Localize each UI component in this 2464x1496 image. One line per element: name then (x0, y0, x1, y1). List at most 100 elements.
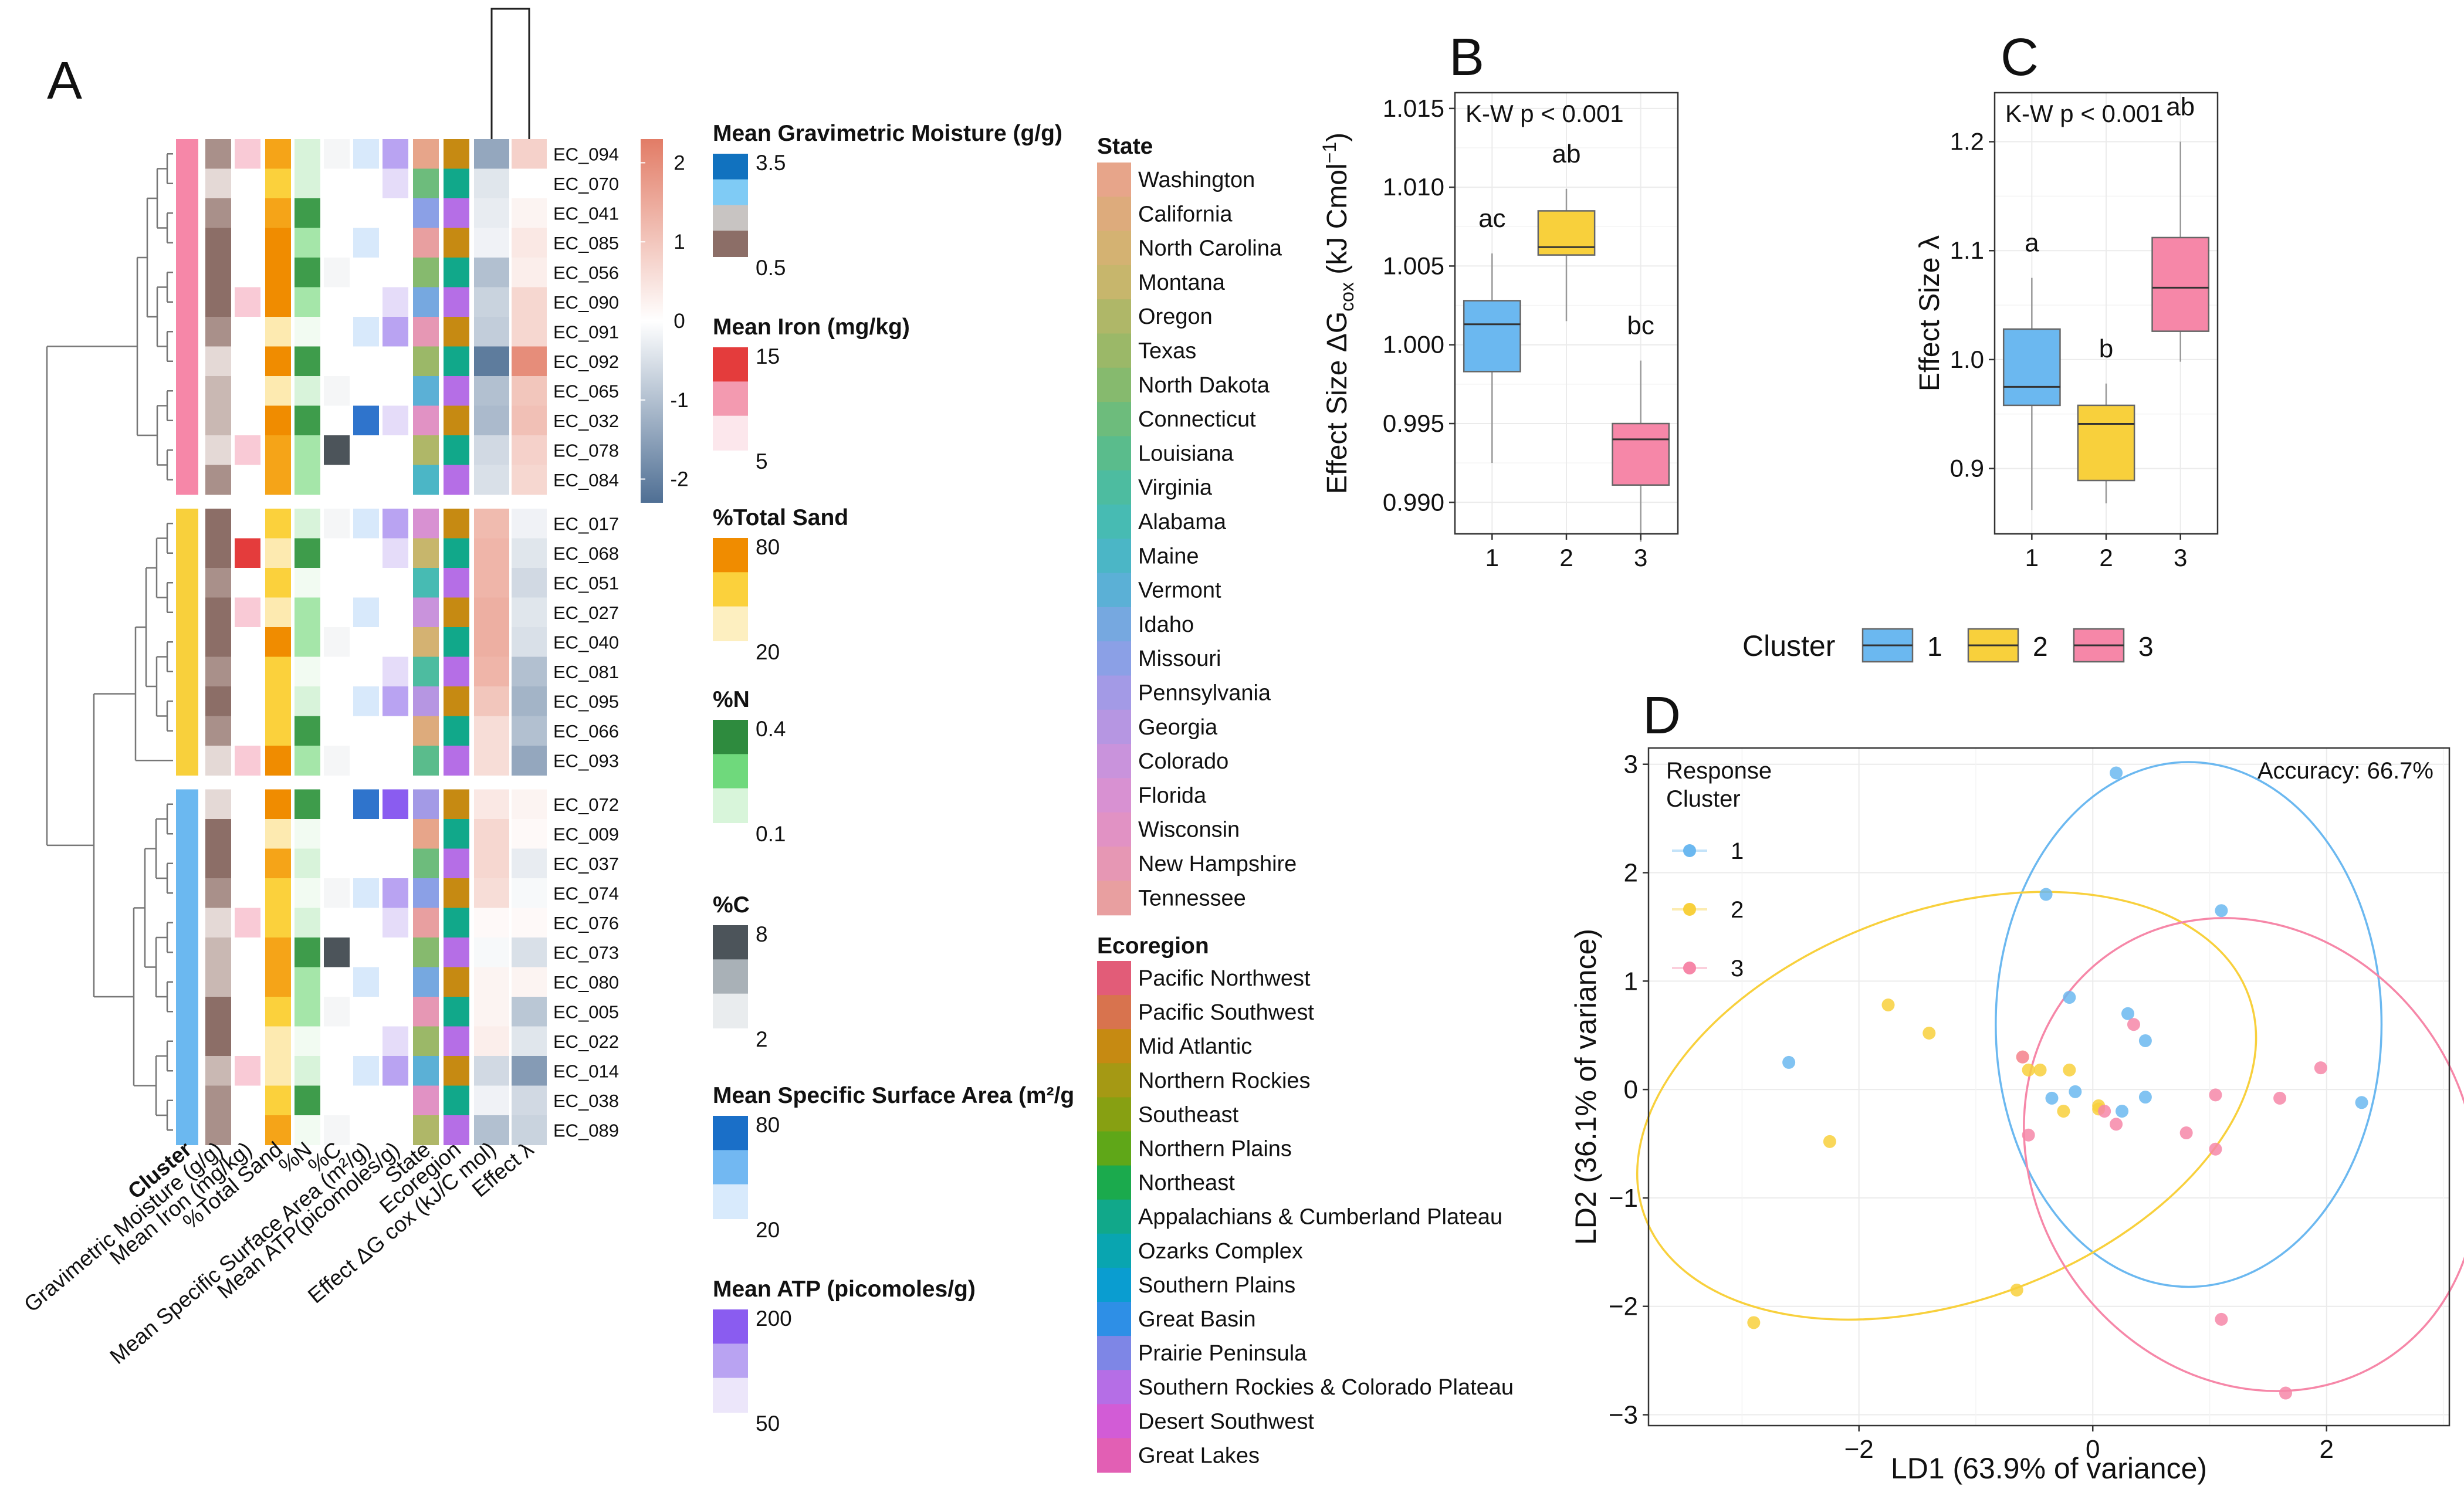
heatmap-cell (324, 509, 350, 539)
heatmap-cell (383, 937, 408, 967)
heatmap-cell (235, 465, 260, 495)
row-label: EC_089 (553, 1120, 619, 1140)
ecoregion-label: Pacific Southwest (1138, 1000, 1314, 1025)
state-swatch (1097, 367, 1131, 402)
legend-swatch (713, 205, 748, 232)
heatmap-cell (353, 819, 379, 849)
heatmap-cell (353, 258, 379, 287)
heatmap-cell (324, 435, 350, 465)
x-tick-label: 2 (2099, 544, 2113, 571)
row-label: EC_070 (553, 174, 619, 194)
heatmap-cell (413, 317, 439, 347)
heatmap-cell (205, 878, 231, 908)
ecoregion-swatch (1097, 1097, 1131, 1132)
heatmap-cell (205, 1115, 231, 1145)
heatmap-cell (413, 686, 439, 716)
heatmap-cell (265, 878, 291, 908)
row-label: EC_092 (553, 351, 619, 372)
legend-max-label: 0.4 (756, 717, 786, 741)
heatmap-cell (205, 908, 231, 938)
colorbar-tick-label: -1 (670, 389, 688, 412)
heatmap-cell (265, 317, 291, 347)
heatmap-cell (353, 908, 379, 938)
heatmap-cell (383, 746, 408, 776)
legend-title: Mean Gravimetric Moisture (g/g) (713, 121, 1062, 146)
state-label: New Hampshire (1138, 852, 1297, 876)
heatmap-cell (235, 627, 260, 657)
heatmap-cell (512, 435, 547, 465)
heatmap-cell (235, 1056, 260, 1086)
heatmap-cell (176, 937, 198, 967)
heatmap-cell (205, 716, 231, 746)
box (1537, 210, 1596, 256)
heatmap-cell (295, 198, 320, 228)
heatmap-cell (265, 568, 291, 598)
state-swatch (1097, 539, 1131, 574)
cluster-legend: Cluster 1 2 3 (1742, 628, 2154, 663)
boxplot-dg-panel: ac 1 ab 2 bc 3 0.990 0.995 1.000 1.005 1.010 1.015 K… (1319, 92, 1679, 571)
heatmap-cell (235, 376, 260, 406)
state-label: Montana (1138, 270, 1226, 295)
state-label: Missouri (1138, 647, 1221, 671)
heatmap-cell (295, 538, 320, 568)
heatmap-cell (176, 908, 198, 938)
data-point (2215, 904, 2228, 918)
heatmap-cell (353, 1085, 379, 1116)
heatmap-cell (295, 465, 320, 495)
confidence-ellipse (1995, 761, 2383, 1288)
heatmap-cell (474, 716, 509, 746)
heatmap-cell (474, 465, 509, 495)
heatmap-cell (324, 878, 350, 908)
heatmap-cell (235, 878, 260, 908)
heatmap-cell (295, 509, 320, 539)
heatmap-cell (324, 287, 350, 317)
state-swatch (1097, 675, 1131, 710)
heatmap-cell (413, 346, 439, 377)
heatmap-cell (512, 538, 547, 568)
heatmap-cell (295, 937, 320, 967)
heatmap-cell (353, 1056, 379, 1086)
heatmap-cell (176, 538, 198, 568)
legend-swatch (713, 179, 748, 206)
heatmap-cell (324, 967, 350, 997)
heatmap-cell (295, 716, 320, 746)
heatmap-cell (413, 997, 439, 1027)
heatmap-cell (444, 789, 469, 820)
heatmap-cell (353, 405, 379, 436)
heatmap-cell (353, 878, 379, 908)
heatmap-cell (474, 168, 509, 199)
y-tick-label: 0.995 (1383, 409, 1444, 437)
plot-frame (1993, 92, 2219, 535)
heatmap-cell (324, 228, 350, 258)
legend-swatch (713, 993, 748, 1028)
heatmap-legends: Mean Gravimetric Moisture (g/g) 3.5 0.5 Mea… (713, 121, 1514, 1473)
y-axis-title-part: ) (1322, 133, 1353, 142)
heatmap-cell (324, 597, 350, 628)
state-label: Wisconsin (1138, 818, 1240, 842)
heatmap-cell (413, 848, 439, 879)
heatmap-cell (512, 848, 547, 879)
y-axis-title-part: cox (1336, 282, 1358, 312)
heatmap-cell (235, 435, 260, 465)
heatmap-cell (265, 908, 291, 938)
ecoregion-swatch (1097, 1267, 1131, 1302)
heatmap-cell (383, 1115, 408, 1145)
heatmap-cell (205, 1085, 231, 1116)
legend-title: Mean Iron (mg/kg) (713, 314, 910, 340)
row-label: EC_080 (553, 972, 619, 993)
heatmap-cell (474, 686, 509, 716)
heatmap-cell (474, 1085, 509, 1116)
row-label: EC_027 (553, 603, 619, 623)
heatmap-cell (324, 686, 350, 716)
heatmap-cell (383, 405, 408, 436)
heatmap-cell (413, 139, 439, 169)
heatmap-cell (205, 405, 231, 436)
ecoregion-label: Desert Southwest (1138, 1409, 1314, 1434)
data-point (2063, 991, 2076, 1004)
heatmap-cell (176, 878, 198, 908)
ecoregion-label: Great Basin (1138, 1307, 1256, 1332)
heatmap-cell (413, 819, 439, 849)
heatmap-cell (235, 908, 260, 938)
legend-title: Ecoregion (1097, 933, 1209, 959)
ecoregion-swatch (1097, 1233, 1131, 1268)
